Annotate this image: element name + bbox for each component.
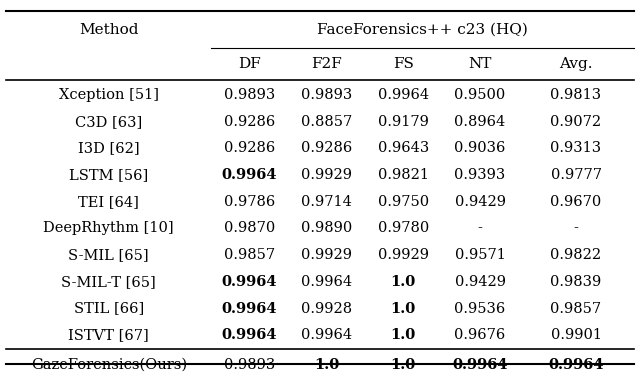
- Text: 0.9964: 0.9964: [378, 88, 429, 102]
- Text: 0.9286: 0.9286: [224, 141, 275, 156]
- Text: 0.9964: 0.9964: [222, 275, 277, 289]
- Text: 0.9857: 0.9857: [550, 302, 602, 316]
- Text: STIL [66]: STIL [66]: [74, 302, 144, 316]
- Text: 0.8857: 0.8857: [301, 115, 352, 129]
- Text: -: -: [477, 222, 483, 235]
- Text: C3D [63]: C3D [63]: [75, 115, 143, 129]
- Text: TEI [64]: TEI [64]: [78, 195, 140, 209]
- Text: 0.9780: 0.9780: [378, 222, 429, 235]
- Text: 1.0: 1.0: [390, 358, 416, 372]
- Text: 0.9179: 0.9179: [378, 115, 429, 129]
- Text: 0.9429: 0.9429: [454, 195, 506, 209]
- Text: S-MIL [65]: S-MIL [65]: [68, 248, 149, 262]
- Text: 0.9929: 0.9929: [301, 248, 352, 262]
- Text: Xception [51]: Xception [51]: [59, 88, 159, 102]
- Text: DF: DF: [238, 57, 261, 71]
- Text: FaceForensics++ c23 (HQ): FaceForensics++ c23 (HQ): [317, 23, 528, 37]
- Text: 0.9893: 0.9893: [224, 358, 275, 372]
- Text: 0.9821: 0.9821: [378, 168, 429, 182]
- Text: 0.9901: 0.9901: [550, 328, 602, 342]
- Text: 0.9072: 0.9072: [550, 115, 602, 129]
- Text: 0.9929: 0.9929: [378, 248, 429, 262]
- Text: 0.9286: 0.9286: [301, 141, 352, 156]
- Text: S-MIL-T [65]: S-MIL-T [65]: [61, 275, 156, 289]
- Text: 0.9286: 0.9286: [224, 115, 275, 129]
- Text: NT: NT: [468, 57, 492, 71]
- Text: 0.9714: 0.9714: [301, 195, 352, 209]
- Text: 0.9036: 0.9036: [454, 141, 506, 156]
- Text: 0.9964: 0.9964: [301, 275, 352, 289]
- Text: 0.9857: 0.9857: [224, 248, 275, 262]
- Text: 0.9839: 0.9839: [550, 275, 602, 289]
- Text: 0.9964: 0.9964: [222, 328, 277, 342]
- Text: 0.9964: 0.9964: [222, 302, 277, 316]
- Text: 0.9670: 0.9670: [550, 195, 602, 209]
- Text: 0.9929: 0.9929: [301, 168, 352, 182]
- Text: DeepRhythm [10]: DeepRhythm [10]: [44, 222, 174, 235]
- Text: 0.9536: 0.9536: [454, 302, 506, 316]
- Text: 1.0: 1.0: [390, 275, 416, 289]
- Text: Method: Method: [79, 23, 138, 37]
- Text: 0.9893: 0.9893: [301, 88, 352, 102]
- Text: 0.9393: 0.9393: [454, 168, 506, 182]
- Text: Avg.: Avg.: [559, 57, 593, 71]
- Text: ISTVT [67]: ISTVT [67]: [68, 328, 149, 342]
- Text: 0.8964: 0.8964: [454, 115, 506, 129]
- Text: 0.9964: 0.9964: [452, 358, 508, 372]
- Text: 0.9676: 0.9676: [454, 328, 506, 342]
- Text: 1.0: 1.0: [390, 328, 416, 342]
- Text: 0.9890: 0.9890: [301, 222, 352, 235]
- Text: 0.9813: 0.9813: [550, 88, 602, 102]
- Text: 0.9429: 0.9429: [454, 275, 506, 289]
- Text: 0.9964: 0.9964: [548, 358, 604, 372]
- Text: 0.9777: 0.9777: [550, 168, 602, 182]
- Text: -: -: [573, 222, 579, 235]
- Text: 0.9822: 0.9822: [550, 248, 602, 262]
- Text: LSTM [56]: LSTM [56]: [69, 168, 148, 182]
- Text: 0.9571: 0.9571: [454, 248, 506, 262]
- Text: 0.9870: 0.9870: [224, 222, 275, 235]
- Text: I3D [62]: I3D [62]: [78, 141, 140, 156]
- Text: FS: FS: [393, 57, 413, 71]
- Text: 0.9928: 0.9928: [301, 302, 352, 316]
- Text: 1.0: 1.0: [390, 302, 416, 316]
- Text: F2F: F2F: [311, 57, 342, 71]
- Text: 0.9893: 0.9893: [224, 88, 275, 102]
- Text: 1.0: 1.0: [314, 358, 339, 372]
- Text: 0.9500: 0.9500: [454, 88, 506, 102]
- Text: 0.9964: 0.9964: [222, 168, 277, 182]
- Text: 0.9786: 0.9786: [224, 195, 275, 209]
- Text: 0.9750: 0.9750: [378, 195, 429, 209]
- Text: 0.9643: 0.9643: [378, 141, 429, 156]
- Text: 0.9313: 0.9313: [550, 141, 602, 156]
- Text: 0.9964: 0.9964: [301, 328, 352, 342]
- Text: GazeForensics(Ours): GazeForensics(Ours): [31, 358, 187, 372]
